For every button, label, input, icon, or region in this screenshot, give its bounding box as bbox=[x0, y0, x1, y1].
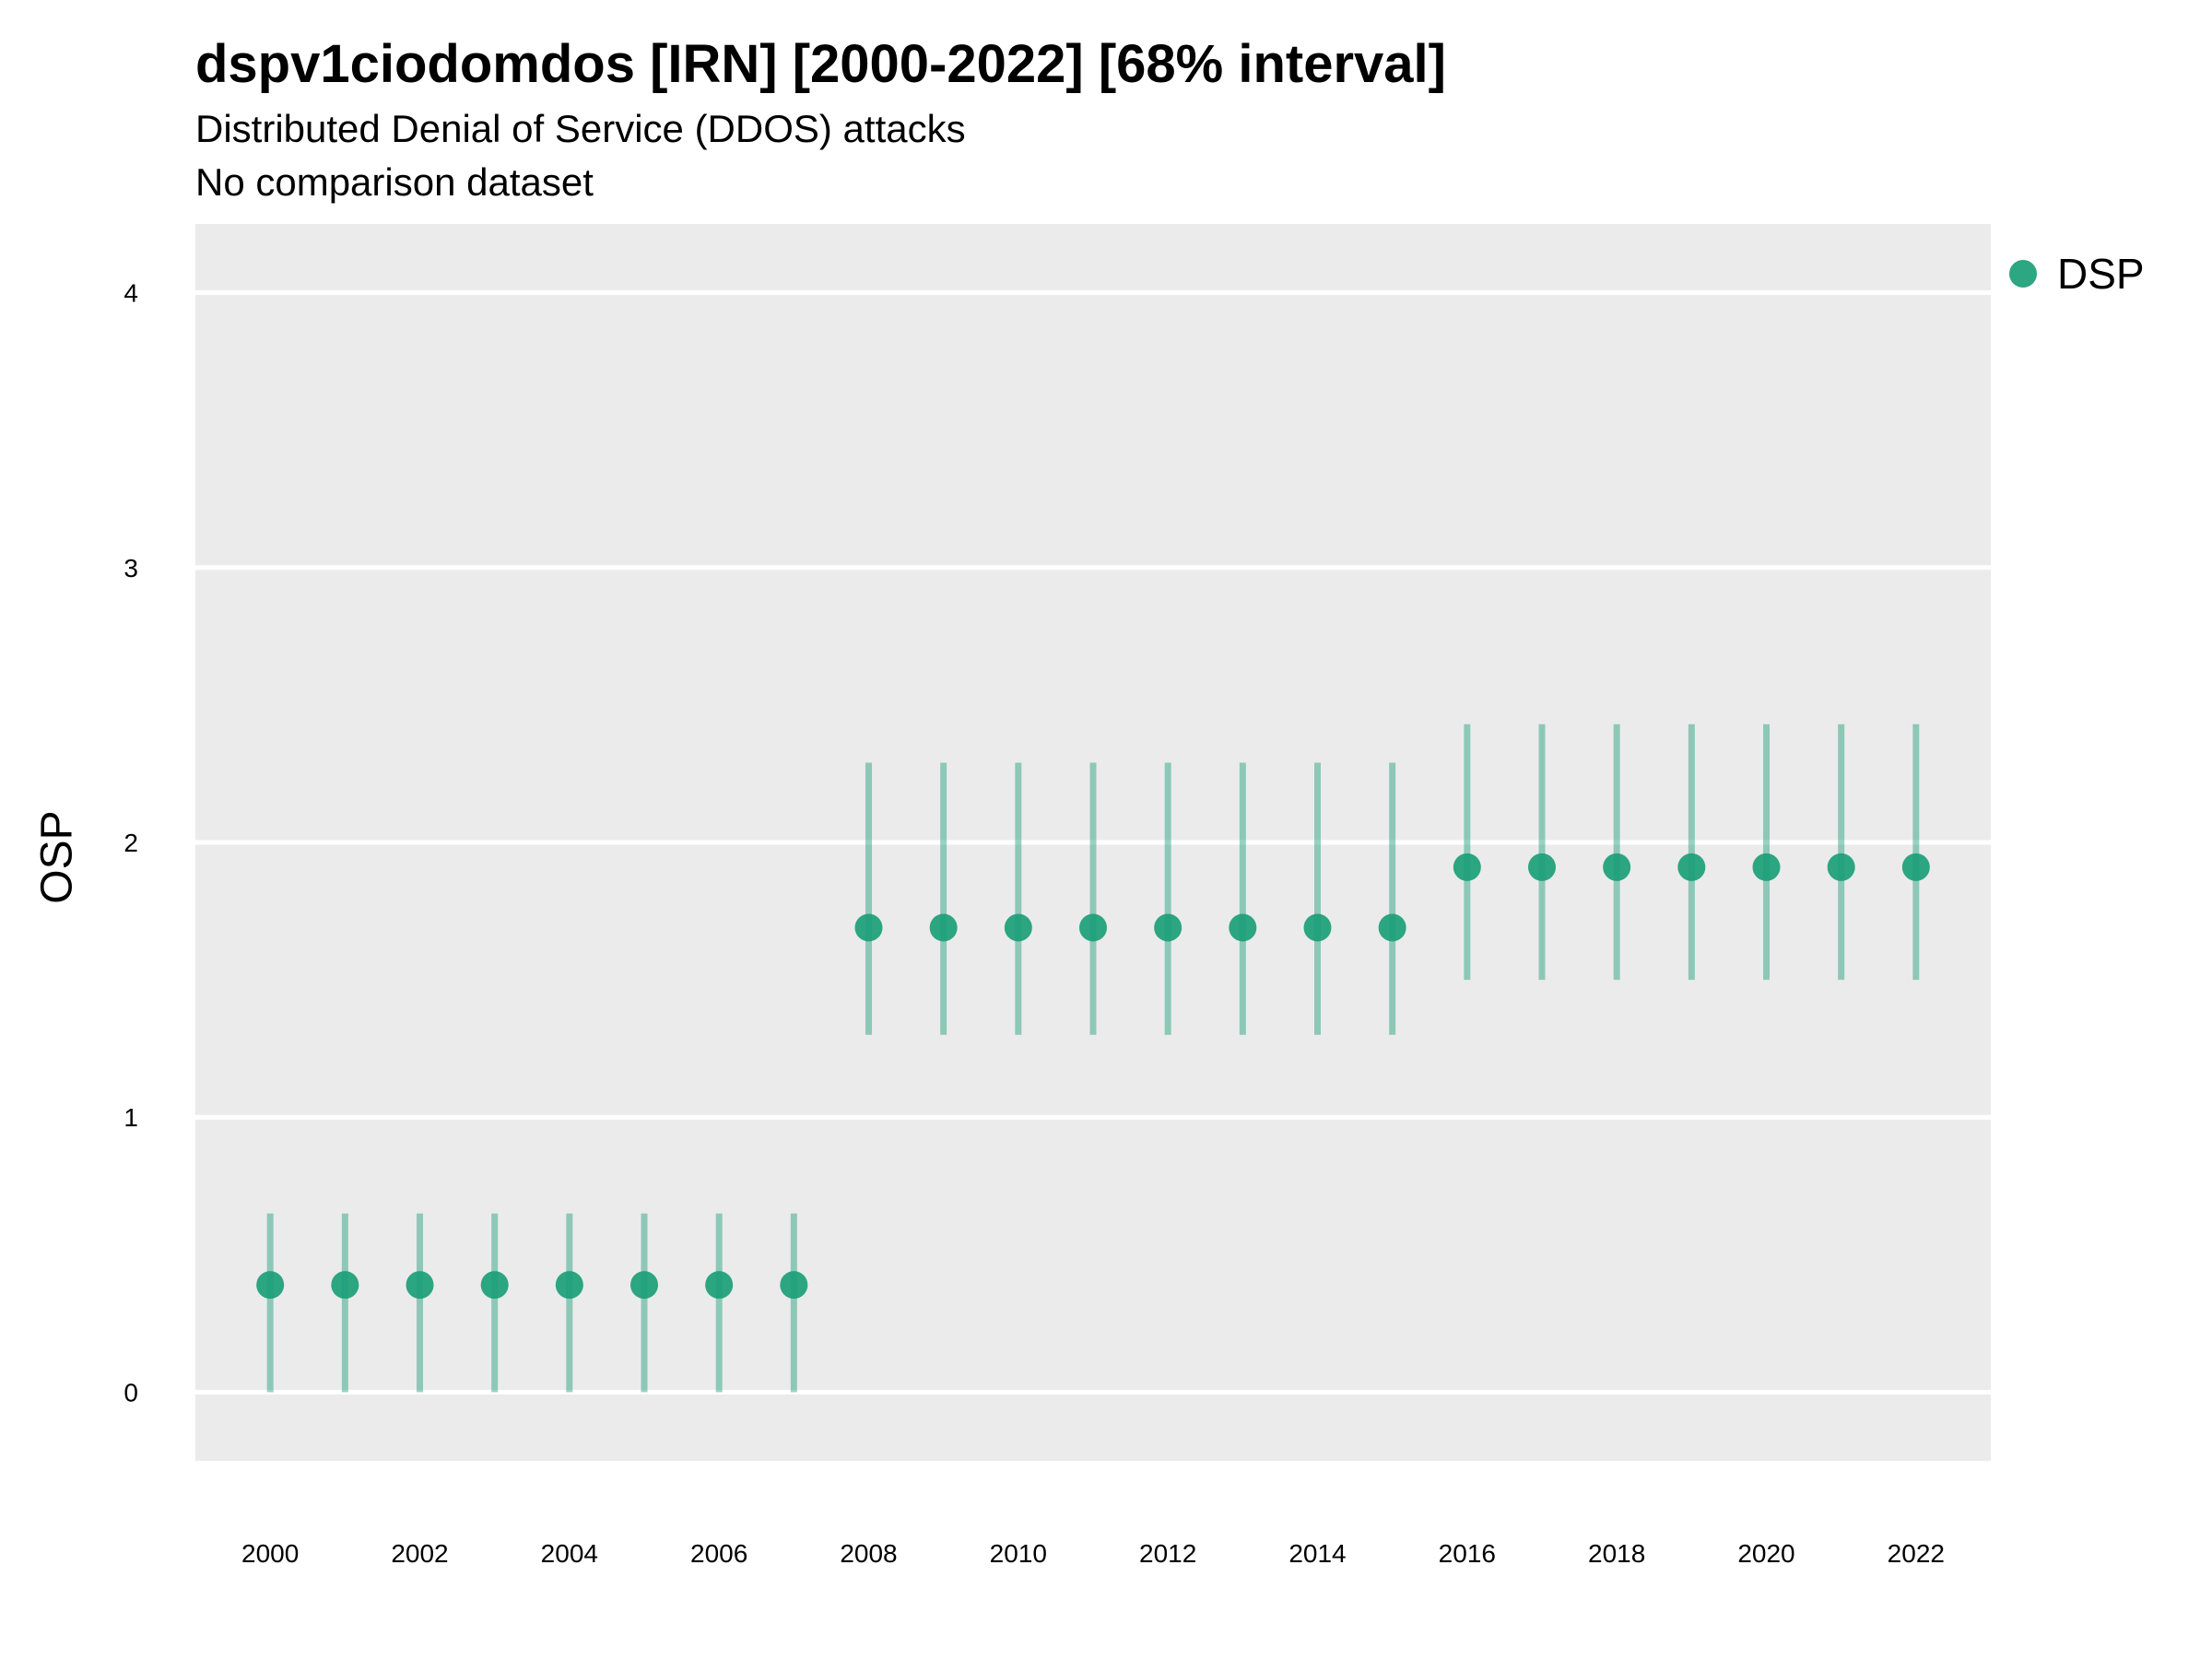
y-tick-label: 0 bbox=[124, 1378, 138, 1406]
x-tick-label: 2000 bbox=[241, 1539, 299, 1568]
x-tick-label: 2014 bbox=[1288, 1539, 1346, 1568]
y-tick-labels: 0 1 2 3 4 bbox=[124, 279, 138, 1407]
data-point bbox=[555, 1271, 583, 1300]
data-point bbox=[929, 913, 958, 942]
chart-comparison-note: No comparison dataset bbox=[195, 160, 594, 204]
data-point bbox=[406, 1271, 434, 1300]
data-point bbox=[256, 1271, 285, 1300]
x-tick-label: 2022 bbox=[1888, 1539, 1945, 1568]
data-point bbox=[1303, 913, 1332, 942]
data-point bbox=[1154, 913, 1182, 942]
data-point bbox=[1528, 853, 1556, 881]
data-point bbox=[705, 1271, 734, 1300]
data-point bbox=[1378, 913, 1406, 942]
y-tick-label: 4 bbox=[124, 279, 138, 308]
data-points bbox=[256, 853, 1930, 1300]
data-point bbox=[854, 913, 883, 942]
x-tick-label: 2016 bbox=[1439, 1539, 1496, 1568]
data-point bbox=[1827, 853, 1855, 881]
y-tick-label: 1 bbox=[124, 1103, 138, 1132]
y-tick-label: 3 bbox=[124, 554, 138, 582]
x-tick-labels: 2000 2002 2004 2006 2008 2010 2012 2014 2016 2018… bbox=[241, 1539, 1945, 1568]
legend-key-dsp bbox=[2009, 260, 2037, 288]
x-tick-label: 2004 bbox=[541, 1539, 598, 1568]
data-point bbox=[630, 1271, 658, 1300]
legend-label-dsp: DSP bbox=[2057, 250, 2145, 298]
data-point bbox=[480, 1271, 509, 1300]
x-tick-label: 2020 bbox=[1737, 1539, 1794, 1568]
data-point bbox=[331, 1271, 359, 1300]
legend: DSP bbox=[2009, 253, 2145, 295]
chart-subtitle: Distributed Denial of Service (DDOS) att… bbox=[195, 107, 966, 150]
data-point bbox=[1453, 853, 1481, 881]
x-tick-label: 2018 bbox=[1588, 1539, 1645, 1568]
error-bars bbox=[266, 724, 1920, 1393]
x-tick-label: 2008 bbox=[840, 1539, 897, 1568]
x-tick-label: 2010 bbox=[990, 1539, 1047, 1568]
data-point bbox=[1079, 913, 1107, 942]
x-tick-label: 2012 bbox=[1139, 1539, 1196, 1568]
grid-lines bbox=[195, 290, 1991, 1394]
data-point bbox=[1603, 853, 1631, 881]
y-tick-label: 2 bbox=[124, 829, 138, 857]
data-point bbox=[1229, 913, 1257, 942]
x-tick-label: 2002 bbox=[391, 1539, 448, 1568]
data-point bbox=[1677, 853, 1706, 881]
data-point bbox=[780, 1271, 808, 1300]
data-point bbox=[1752, 853, 1781, 881]
data-point bbox=[1901, 853, 1930, 881]
chart-title: dspv1ciodomdos [IRN] [2000-2022] [68% in… bbox=[195, 34, 1446, 94]
data-point bbox=[1004, 913, 1032, 942]
x-tick-label: 2006 bbox=[690, 1539, 747, 1568]
